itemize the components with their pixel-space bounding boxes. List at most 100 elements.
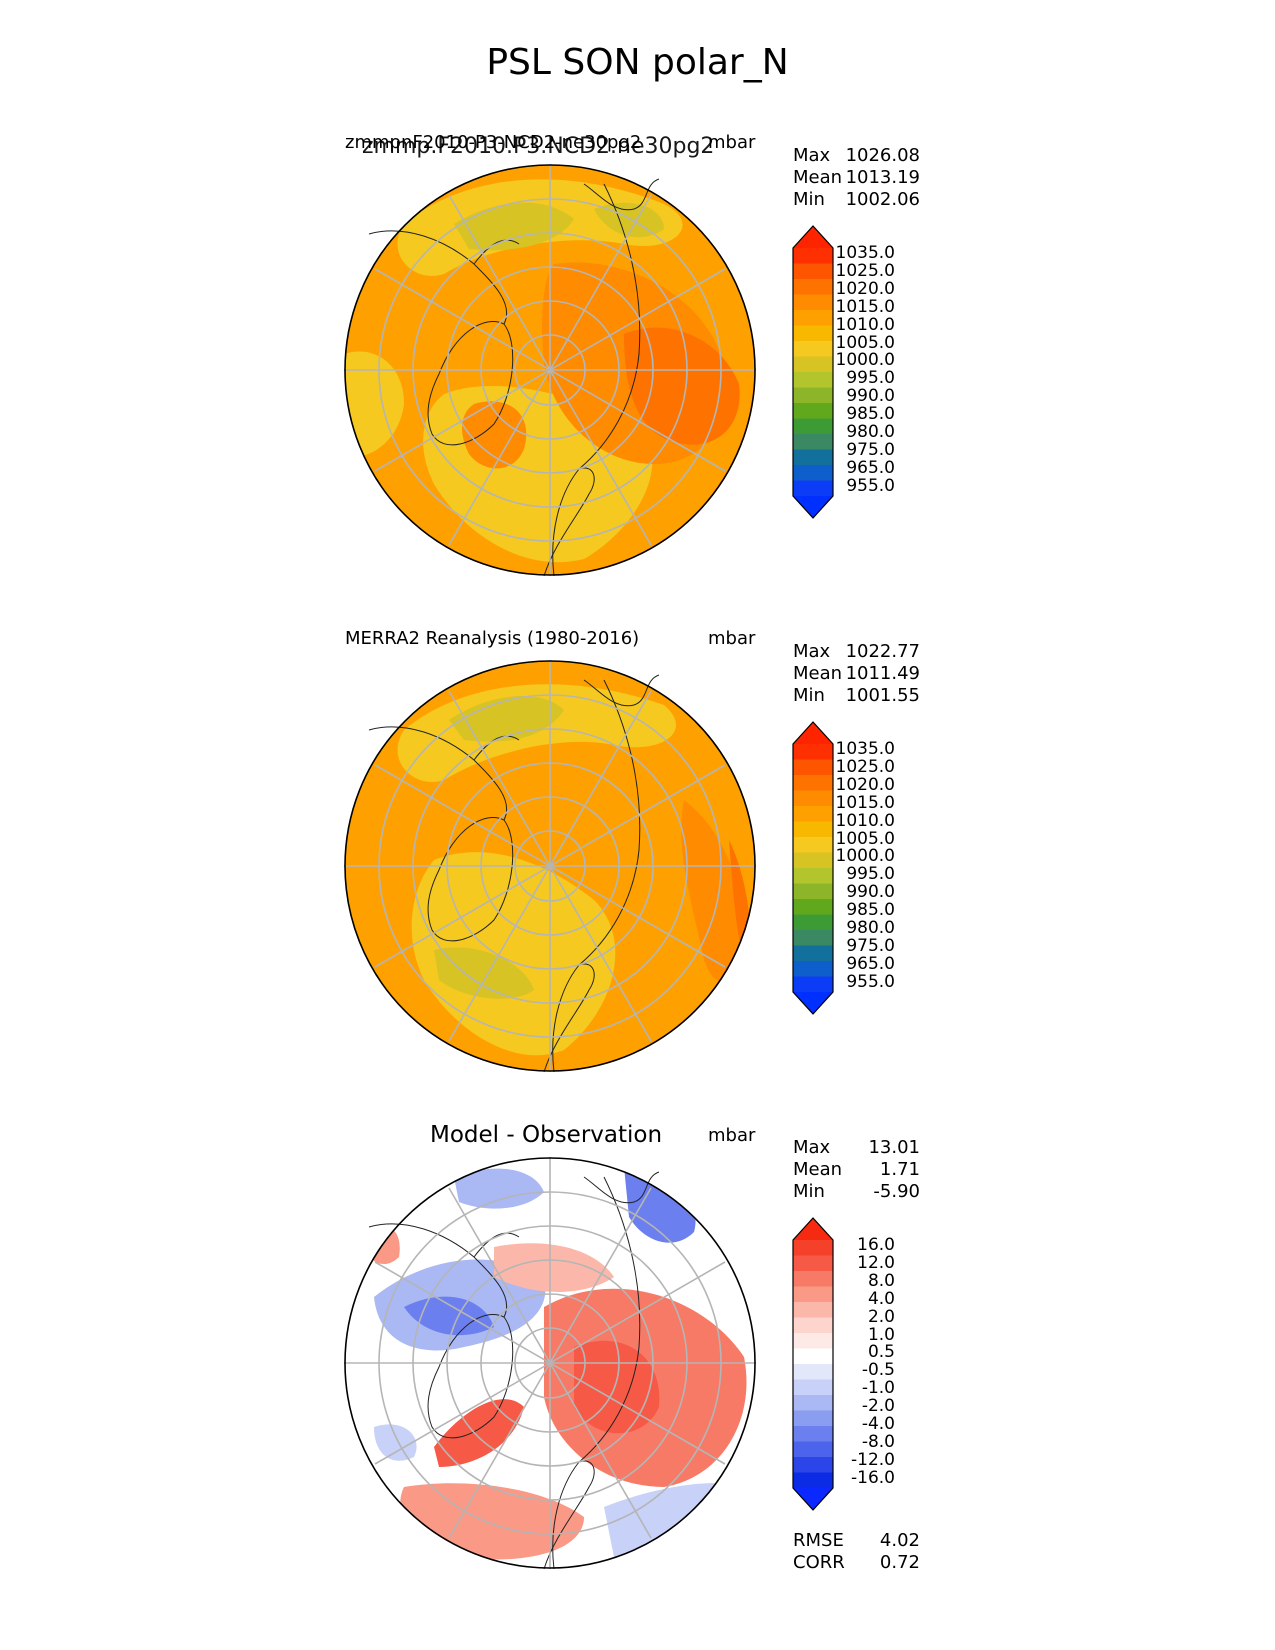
meridian: [448, 690, 652, 1042]
colorbar-outline: [792, 721, 834, 1015]
colorbar-segment: [793, 403, 833, 419]
panel1-stats: Max 1026.08 Mean 1013.19 Min 1002.06: [793, 145, 920, 211]
panel2-left-title: MERRA2 Reanalysis (1980-2016): [345, 628, 640, 649]
colorbar-segment: [793, 387, 833, 404]
colorbar-segment: [793, 821, 833, 838]
colorbar-segment: [793, 325, 833, 342]
coastline-greenland: [427, 816, 514, 942]
colorbar-segment: [793, 1364, 833, 1380]
map-region: [462, 401, 527, 469]
coastline-scandinavia: [543, 1460, 595, 1570]
map-region: [494, 1243, 614, 1292]
colorbar-segment: [793, 248, 833, 264]
colorbar-segment: [793, 294, 833, 311]
map-region: [364, 1226, 584, 1560]
colorbar-segment: [793, 356, 833, 373]
panel1-units: mbar: [708, 132, 756, 153]
stat-min: Min 1002.06: [793, 189, 920, 210]
map-region: [434, 947, 534, 999]
meridian: [448, 1187, 652, 1539]
panel1-left-title: zmmpnF2010-P3-NCD2-ne30pg2: [345, 132, 642, 153]
colorbar-bottom-arrow: [793, 1488, 833, 1510]
coastline-greenland: [427, 1313, 514, 1439]
colorbar-top-arrow: [793, 226, 833, 248]
coastline-alaska: [583, 178, 660, 211]
stat-mean: Mean 1013.19: [793, 167, 920, 188]
colorbar-segment: [793, 1255, 833, 1272]
panel2-stats: Max 1022.77 Mean 1011.49 Min 1001.55: [793, 641, 920, 707]
colorbar-segment: [793, 1395, 833, 1411]
panel3-colorbar-labels: 16.0 12.0 8.0 4.0 2.0 1.0 0.5 -0.5 -1.0 -2.0 -4.0-…: [851, 1235, 895, 1488]
colorbar-segment: [793, 759, 833, 776]
coastline-alaska: [583, 674, 660, 707]
colorbar-segment: [793, 883, 833, 900]
panel2-units: mbar: [708, 628, 756, 649]
coastline-scandinavia: [543, 467, 595, 577]
map-region: [434, 1340, 660, 1467]
map-border: [344, 164, 756, 576]
panel3-stats: Max 13.01 Mean 1.71 Min -5.90: [793, 1137, 920, 1203]
colorbar-segment: [793, 1317, 833, 1334]
map-region: [454, 202, 664, 251]
colorbar-segment: [793, 449, 833, 466]
colorbar-segment: [793, 806, 833, 822]
map-border: [344, 1157, 756, 1569]
stat-mean: Mean 1011.49: [793, 663, 920, 684]
panel3-colorbar: [792, 1217, 834, 1511]
colorbar-segment: [793, 1302, 833, 1318]
panel3-extra-stats: RMSE 4.02 CORR 0.72: [793, 1530, 920, 1574]
coastline-eurasia: [552, 183, 641, 577]
stat-min: Min -5.90: [793, 1181, 920, 1202]
coastline-scandinavia: [543, 963, 595, 1073]
colorbar-segment: [793, 930, 833, 946]
colorbar-segment: [793, 790, 833, 807]
map-region: [411, 852, 616, 1056]
meridian: [448, 194, 652, 546]
colorbar-segment: [793, 1441, 833, 1458]
colorbar-segment: [793, 945, 833, 962]
colorbar-segment: [793, 1379, 833, 1396]
coastline-eurasia: [552, 679, 641, 1073]
colorbar-segment: [793, 976, 833, 993]
panel3-units: mbar: [708, 1125, 756, 1146]
panel2-colorbar: [792, 721, 834, 1015]
panel1-colorbar-labels: 1035.0 1025.0 1020.0 1015.0 1010.0 1005.0 1000…: [835, 243, 895, 496]
colorbar-segment: [793, 1240, 833, 1256]
colorbar-segment: [793, 744, 833, 760]
colorbar-segment: [793, 341, 833, 357]
colorbar-segment: [793, 310, 833, 326]
colorbar-segment: [793, 480, 833, 497]
colorbar-segment: [793, 465, 833, 481]
map-border: [344, 660, 756, 1072]
panel2-polar-map: [344, 660, 756, 1073]
coastline-eurasia: [552, 1176, 641, 1570]
map-region: [345, 351, 404, 457]
colorbar-segment: [793, 837, 833, 853]
panel1-colorbar: [792, 225, 834, 519]
colorbar-outline: [792, 1217, 834, 1511]
panel1-overlay-title: zmmp.F2010.P3.NCD2.ne30pg2: [362, 134, 715, 159]
map-region: [681, 800, 745, 983]
colorbar-segment: [793, 868, 833, 884]
colorbar-segment: [793, 1333, 833, 1349]
colorbar-segment: [793, 1286, 833, 1303]
coastline-alaska: [583, 1171, 660, 1204]
coastline-greenland: [427, 320, 514, 446]
colorbar-segment: [793, 372, 833, 388]
colorbar-segment: [793, 1457, 833, 1473]
stat-mean: Mean 1.71: [793, 1159, 920, 1180]
map-region: [374, 1424, 744, 1560]
colorbar-segment: [793, 434, 833, 450]
colorbar-segment: [793, 263, 833, 280]
panel2-colorbar-labels: 1035.0 1025.0 1020.0 1015.0 1010.0 1005.0 1000…: [835, 739, 895, 992]
colorbar-segment: [793, 961, 833, 977]
colorbar-segment: [793, 1271, 833, 1287]
colorbar-segment: [793, 1472, 833, 1489]
stat-rmse: RMSE 4.02: [793, 1530, 920, 1551]
figure-title: PSL SON polar_N: [486, 42, 789, 83]
colorbar-segment: [793, 899, 833, 915]
colorbar-segment: [793, 914, 833, 931]
colorbar-segment: [793, 775, 833, 791]
panel3-title: Model - Observation: [430, 1122, 663, 1148]
panel3-polar-map: [344, 1157, 756, 1570]
